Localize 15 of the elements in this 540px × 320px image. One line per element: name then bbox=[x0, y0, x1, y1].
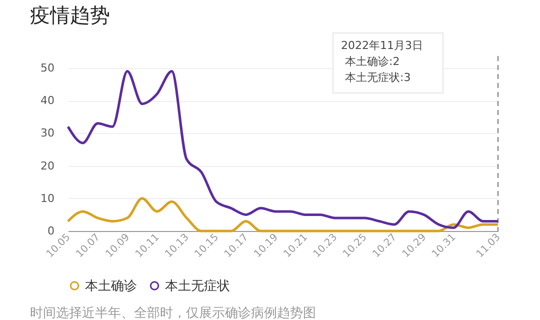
legend-label: 本土无症状 bbox=[165, 278, 230, 294]
y-tick-label: 50 bbox=[40, 62, 54, 74]
legend-label: 本土确诊 bbox=[85, 278, 137, 294]
y-tick-label: 20 bbox=[40, 159, 54, 172]
text: 时间选择近半年、全部时，仅展示确诊病例趋势图 bbox=[30, 306, 316, 320]
chart-title: 疫情趋势 bbox=[30, 3, 110, 27]
y-tick-label: 30 bbox=[40, 126, 54, 140]
y-tick-label: 10 bbox=[40, 192, 54, 205]
annotation: 本土无症状:3 bbox=[345, 71, 411, 84]
line-series bbox=[66, 197, 500, 232]
y-tick-label: 0 bbox=[48, 224, 54, 238]
y-tick-label: 40 bbox=[40, 94, 54, 108]
text: 2022年11月3日 bbox=[341, 39, 423, 52]
line-series bbox=[66, 70, 500, 229]
text: 本土确诊:2 bbox=[345, 55, 400, 68]
